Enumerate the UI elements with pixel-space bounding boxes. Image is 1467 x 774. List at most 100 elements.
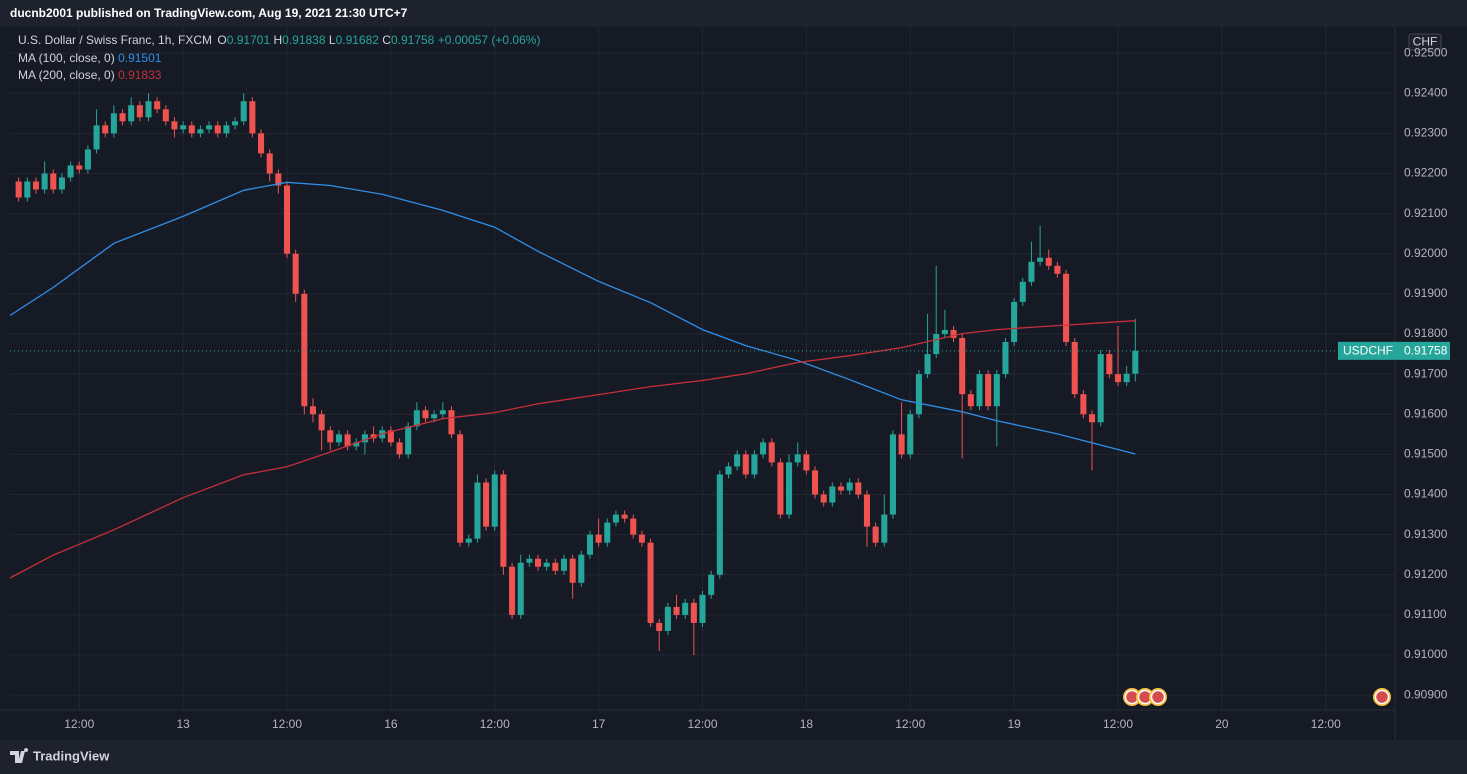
legend-value: 0.91501	[118, 51, 162, 65]
candle-body	[145, 101, 152, 118]
candle-body	[907, 414, 914, 455]
grid	[10, 27, 1395, 710]
candle-body	[136, 105, 143, 118]
candle-body	[465, 538, 472, 543]
x-tick-label: 12:00	[687, 717, 717, 731]
candle-body	[586, 534, 593, 555]
candle-body	[249, 101, 256, 134]
candle-body	[612, 514, 619, 523]
candle-body	[214, 125, 221, 134]
y-tick-label: 0.90900	[1404, 687, 1448, 701]
candle-body	[569, 558, 576, 583]
y-tick-label: 0.91700	[1404, 366, 1448, 380]
ohlc-key: H	[273, 33, 282, 47]
candle-body	[491, 474, 498, 527]
candle-body	[474, 482, 481, 539]
candle-body	[1002, 342, 1009, 375]
candle-body	[630, 518, 637, 535]
candle-body	[638, 534, 645, 543]
legend-entry: MA (100, close, 0)	[18, 51, 115, 65]
candle-body	[915, 374, 922, 415]
candle-body	[41, 173, 48, 190]
x-tick-label: 12:00	[480, 717, 510, 731]
candle-body	[422, 410, 429, 419]
ohlc-key: C	[382, 33, 391, 47]
x-tick-label: 18	[800, 717, 814, 731]
candle-body	[604, 522, 611, 543]
candle-body	[829, 486, 836, 503]
candle-body	[872, 526, 879, 543]
candle-body	[396, 442, 403, 455]
candle-body	[439, 410, 446, 415]
candle-body	[110, 113, 117, 134]
y-tick-label: 0.91800	[1404, 326, 1448, 340]
y-tick-label: 0.91900	[1404, 286, 1448, 300]
candle-body	[976, 374, 983, 407]
candle-body	[180, 125, 187, 130]
x-tick-label: 17	[592, 717, 606, 731]
currency-box[interactable]	[1408, 33, 1442, 51]
candle-body	[1063, 273, 1070, 343]
candle-body	[760, 442, 767, 455]
event-icons	[1123, 688, 1391, 706]
candle-body	[863, 494, 870, 527]
x-tick-label: 12:00	[1311, 717, 1341, 731]
candle-body	[543, 562, 550, 567]
candle-body	[846, 482, 853, 491]
y-tick-label: 0.92300	[1404, 126, 1448, 140]
candle-body	[1037, 257, 1044, 262]
candle-body	[751, 454, 758, 475]
price-label-box	[1338, 341, 1450, 360]
y-tick-label: 0.92500	[1404, 45, 1448, 59]
candle-body	[318, 414, 325, 431]
candle-body	[716, 474, 723, 575]
candle-body	[431, 414, 438, 419]
candle-body	[344, 434, 351, 447]
candle-body	[898, 434, 905, 455]
candle-body	[889, 434, 896, 515]
currency: CHF	[1413, 35, 1438, 49]
candle-body	[353, 442, 360, 447]
y-tick-label: 0.92400	[1404, 85, 1448, 99]
candle-body	[93, 125, 100, 150]
candle-body	[102, 125, 109, 134]
candle-body	[734, 454, 741, 467]
candle-body	[301, 293, 308, 407]
candle-body	[1106, 354, 1113, 375]
candle-body	[777, 462, 784, 515]
candle-body	[820, 494, 827, 503]
candle-body	[84, 149, 91, 170]
candle-body	[275, 173, 282, 186]
candle-body	[162, 109, 169, 122]
x-tick-label: 13	[176, 717, 190, 731]
change: +0.00057 (+0.06%)	[438, 33, 541, 47]
y-tick-label: 0.92000	[1404, 246, 1448, 260]
candle-body	[457, 434, 464, 543]
candle-body	[786, 462, 793, 515]
candle-body	[1028, 261, 1035, 282]
candle-body	[197, 129, 204, 134]
x-tick-label: 20	[1215, 717, 1229, 731]
y-tick-label: 0.91000	[1404, 647, 1448, 661]
event-flag	[1150, 689, 1166, 705]
candle-body	[699, 594, 706, 623]
logo	[10, 748, 29, 763]
candle-body	[292, 253, 299, 294]
candle-body	[933, 333, 940, 355]
candle-body	[1114, 374, 1122, 383]
candle-body	[1123, 373, 1130, 383]
candle-body	[509, 566, 516, 615]
legend-line: MA (200, close, 0) 0.91833	[18, 68, 162, 82]
candle-body	[673, 606, 680, 615]
candle-body	[413, 410, 420, 427]
x-tick-label: 12:00	[272, 717, 302, 731]
candle-body	[500, 474, 507, 567]
candle-body	[335, 434, 342, 443]
legend-entry: MA (200, close, 0)	[18, 68, 115, 82]
event-flag	[1374, 689, 1390, 705]
candle-body	[448, 410, 455, 435]
candle-body	[1080, 394, 1087, 415]
bottom-bar	[0, 740, 1467, 774]
